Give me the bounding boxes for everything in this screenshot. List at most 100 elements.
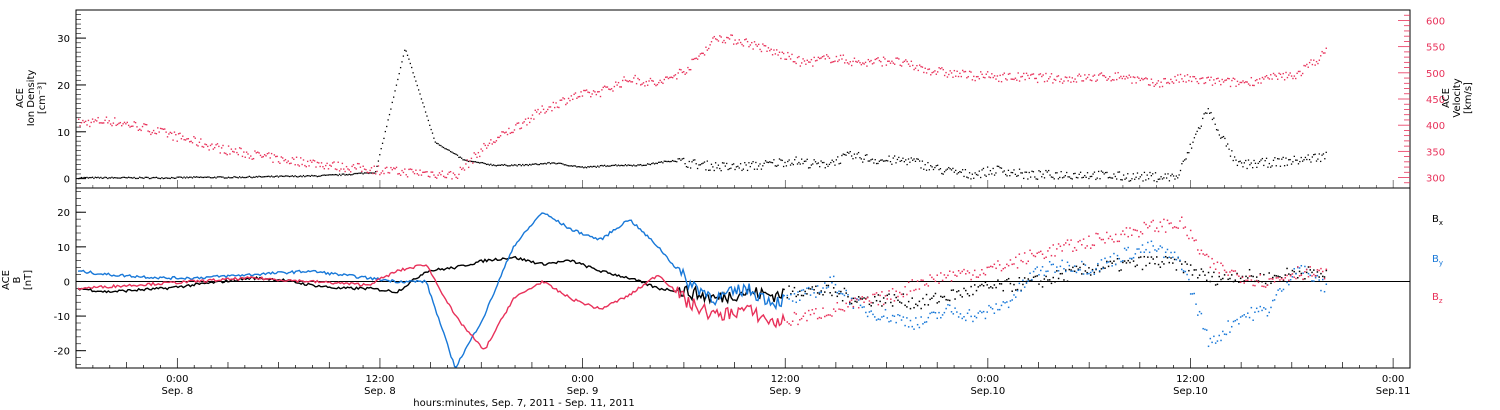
b-series-By-point bbox=[1064, 270, 1067, 273]
density-point bbox=[662, 162, 664, 164]
b-series-Bx-point bbox=[940, 295, 942, 298]
x-tick-time: 0:00 bbox=[166, 374, 188, 385]
b-series-By-point bbox=[884, 308, 887, 311]
b-series-Bz-point bbox=[1022, 261, 1024, 263]
density-point bbox=[1139, 176, 1141, 178]
b-series-Bx-point bbox=[1286, 267, 1288, 270]
b-series-By-point bbox=[881, 316, 883, 318]
velocity-point bbox=[708, 47, 710, 50]
velocity-point bbox=[301, 163, 303, 166]
velocity-point bbox=[436, 177, 438, 179]
velocity-point bbox=[155, 133, 158, 135]
velocity-point bbox=[186, 138, 188, 140]
density-point bbox=[412, 72, 414, 74]
velocity-point bbox=[714, 38, 717, 40]
velocity-point bbox=[1206, 77, 1208, 79]
b-series-By-point bbox=[1229, 331, 1231, 333]
velocity-point bbox=[1156, 82, 1158, 84]
density-point bbox=[90, 176, 92, 179]
velocity-point bbox=[551, 109, 553, 112]
density-point bbox=[652, 162, 654, 164]
velocity-point bbox=[780, 57, 782, 60]
x-tick-time: 12:00 bbox=[1176, 374, 1205, 385]
velocity-point bbox=[373, 165, 375, 167]
velocity-point bbox=[161, 128, 163, 130]
density-point bbox=[208, 176, 210, 178]
density-point bbox=[597, 165, 599, 167]
density-point bbox=[290, 175, 292, 177]
velocity-point bbox=[1239, 81, 1241, 84]
density-point bbox=[298, 175, 300, 178]
velocity-point bbox=[805, 63, 807, 65]
b-series-By-point bbox=[1182, 270, 1185, 272]
b-series-Bx-point bbox=[1118, 270, 1121, 272]
velocity-point bbox=[1075, 81, 1078, 83]
b-series-Bx-point bbox=[1298, 270, 1301, 273]
b-series-Bz-point bbox=[1279, 279, 1281, 281]
b-series-Bx-point bbox=[888, 293, 890, 295]
density-point bbox=[806, 158, 808, 161]
b-series-Bx-point bbox=[1141, 268, 1144, 271]
density-point bbox=[841, 154, 843, 157]
b-series-By-point bbox=[1104, 257, 1106, 260]
velocity-point bbox=[438, 172, 441, 174]
b-series-Bx-point bbox=[857, 296, 860, 298]
density-point bbox=[1034, 176, 1036, 178]
b-series-By-point bbox=[816, 285, 819, 287]
b-series-Bx-point bbox=[1202, 270, 1204, 273]
density-point bbox=[1103, 173, 1105, 175]
density-point bbox=[250, 176, 252, 178]
velocity-point bbox=[325, 164, 327, 167]
b-series-Bx-point bbox=[1050, 282, 1053, 285]
velocity-point bbox=[523, 121, 525, 123]
velocity-point bbox=[408, 168, 410, 171]
b-series-Bz-point bbox=[984, 273, 987, 276]
density-point bbox=[1100, 170, 1103, 172]
velocity-point bbox=[1054, 79, 1057, 81]
density-point bbox=[1074, 172, 1076, 175]
velocity-point bbox=[451, 178, 453, 180]
velocity-point bbox=[909, 65, 911, 67]
density-point bbox=[401, 61, 403, 63]
density-point bbox=[644, 164, 646, 167]
density-point bbox=[445, 148, 448, 150]
density-point bbox=[180, 176, 182, 178]
velocity-point bbox=[771, 54, 774, 56]
density-point bbox=[1060, 170, 1062, 173]
b-series-By-point bbox=[841, 293, 844, 295]
density-point bbox=[870, 159, 872, 161]
velocity-point bbox=[344, 170, 346, 173]
velocity-point bbox=[680, 69, 682, 71]
b-series-Bx-point bbox=[799, 290, 801, 293]
velocity-point bbox=[599, 95, 602, 98]
b-series-By-point bbox=[868, 311, 871, 313]
density-point bbox=[673, 160, 675, 162]
density-point bbox=[1048, 169, 1050, 172]
velocity-point bbox=[1017, 72, 1019, 74]
b-series-By-point bbox=[1268, 311, 1270, 314]
b-series-Bz-point bbox=[1252, 284, 1254, 287]
velocity-point bbox=[988, 76, 990, 78]
velocity-point bbox=[563, 98, 566, 100]
b-series-By-point bbox=[870, 310, 872, 312]
velocity-point bbox=[669, 76, 671, 79]
velocity-point bbox=[1127, 77, 1129, 79]
b-series-By-point bbox=[1016, 289, 1019, 292]
density-point bbox=[132, 177, 134, 179]
density-point bbox=[893, 155, 896, 157]
b-series-Bx-point bbox=[1255, 276, 1258, 278]
b-series-Bz-point bbox=[818, 316, 821, 319]
b-series-Bz-point bbox=[875, 292, 878, 294]
b-series-Bz-point bbox=[1004, 266, 1006, 269]
b-series-Bx-point bbox=[1064, 269, 1067, 271]
density-point bbox=[1014, 173, 1017, 176]
b-series-Bz-point bbox=[1034, 255, 1037, 258]
density-point bbox=[448, 149, 450, 151]
density-point bbox=[831, 159, 833, 161]
density-point bbox=[319, 175, 321, 177]
b-series-Bz-point bbox=[1229, 271, 1231, 273]
velocity-point bbox=[875, 58, 878, 60]
velocity-point bbox=[542, 108, 545, 111]
b-series-Bx-point bbox=[929, 298, 931, 301]
b-series-By-point bbox=[1041, 266, 1044, 268]
